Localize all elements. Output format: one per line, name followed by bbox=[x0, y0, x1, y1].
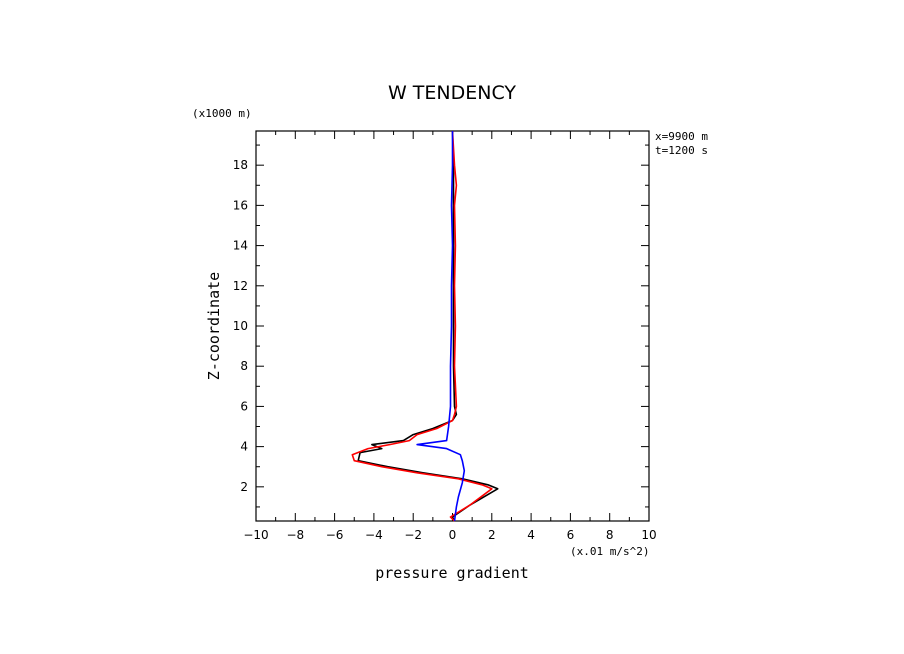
x-tick-label: −8 bbox=[286, 528, 304, 542]
series-group bbox=[351, 130, 499, 522]
series-line-2 bbox=[351, 130, 493, 522]
x-tick-label: 10 bbox=[641, 528, 656, 542]
y-units-label: (x1000 m) bbox=[192, 107, 252, 120]
y-tick-label: 16 bbox=[233, 198, 248, 212]
y-tick-labels: 2 4 6 8 10 12 14 16 18 bbox=[233, 158, 248, 494]
y-tick-label: 4 bbox=[240, 440, 248, 454]
annotation-x-position: x=9900 m bbox=[655, 130, 708, 143]
y-tick-label: 14 bbox=[233, 239, 248, 253]
y-tick-label: 2 bbox=[240, 480, 248, 494]
x-units-label: (x.01 m/s^2) bbox=[570, 545, 649, 558]
x-tick-label: −4 bbox=[365, 528, 383, 542]
x-tick-label: −10 bbox=[243, 528, 268, 542]
y-axis-label: Z-coordinate bbox=[205, 272, 223, 380]
y-tick-label: 18 bbox=[233, 158, 248, 172]
series-line-1 bbox=[357, 130, 499, 522]
x-axis-label: pressure gradient bbox=[375, 564, 529, 582]
y-tick-label: 12 bbox=[233, 279, 248, 293]
y-tick-label: 8 bbox=[240, 359, 248, 373]
x-tick-labels: −10 −8 −6 −4 −2 0 2 4 6 8 10 bbox=[243, 528, 656, 542]
x-tick-label: −6 bbox=[326, 528, 344, 542]
series-line-3 bbox=[416, 131, 466, 522]
y-tick-label: 10 bbox=[233, 319, 248, 333]
x-tick-label: 2 bbox=[488, 528, 496, 542]
x-tick-label: 6 bbox=[567, 528, 575, 542]
annotation-time: t=1200 s bbox=[655, 144, 708, 157]
x-tick-label: −2 bbox=[404, 528, 422, 542]
chart-title: W TENDENCY bbox=[388, 82, 516, 104]
x-tick-label: 4 bbox=[527, 528, 535, 542]
x-tick-label: 8 bbox=[606, 528, 614, 542]
y-tick-label: 6 bbox=[240, 399, 248, 413]
x-tick-label: 0 bbox=[449, 528, 457, 542]
